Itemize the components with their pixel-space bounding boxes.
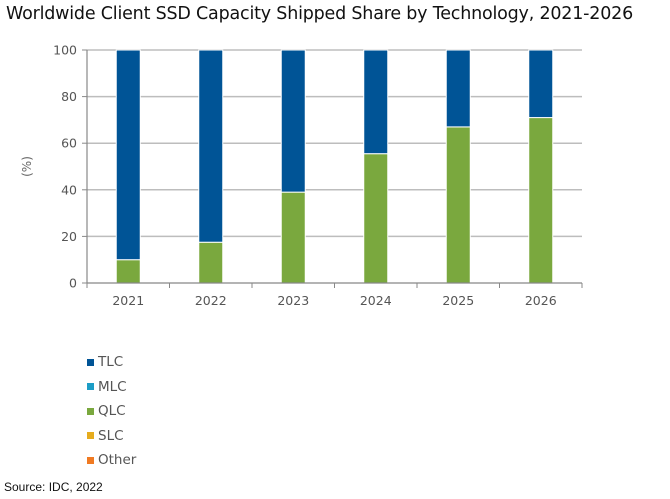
chart-title: Worldwide Client SSD Capacity Shipped Sh… [6,4,634,24]
legend-swatch [87,358,94,366]
legend-item-slc: SLC [87,424,136,449]
bar-tlc-2023 [280,49,306,193]
y-tick-label: 0 [69,276,77,291]
x-tick-label: 2024 [360,293,392,308]
legend-swatch [87,383,94,391]
source-note: Source: IDC, 2022 [4,480,103,494]
bar-qlc-2023 [280,191,306,284]
bar-tlc-2022 [198,49,224,243]
x-tick-label: 2022 [195,293,227,308]
legend-item-mlc: MLC [87,375,136,400]
legend-label: QLC [98,403,126,420]
y-tick-label: 60 [61,136,77,151]
legend-item-tlc: TLC [87,350,136,375]
bar-qlc-2025 [445,126,471,284]
legend-swatch [87,456,94,464]
chart-plot: 0 20 40 60 80 100 (%) 2021 2022 2023 2024 2025 2026 [20,43,583,308]
x-tick-label: 2023 [277,293,309,308]
x-tick-label: 2021 [112,293,144,308]
y-axis-title: (%) [20,156,34,177]
legend-label: MLC [98,378,127,395]
bar-tlc-2021 [115,49,141,261]
y-tick-label: 20 [61,229,77,244]
bar-qlc-2024 [363,153,389,284]
legend-label: Other [98,452,137,469]
bar-qlc-2022 [198,241,224,284]
legend-item-qlc: QLC [87,399,136,424]
legend: TLC MLC QLC SLC Other [87,350,136,473]
y-tick-label: 100 [53,43,77,58]
bar-qlc-2021 [115,259,141,284]
bar-qlc-2026 [528,117,554,284]
legend-item-other: Other [87,448,136,473]
x-tick-label: 2025 [442,293,474,308]
y-tick-label: 80 [61,89,77,104]
bar-tlc-2024 [363,49,389,155]
legend-swatch [87,432,94,440]
y-tick-label: 40 [61,182,77,197]
bar-tlc-2025 [445,49,471,128]
bar-tlc-2026 [528,49,554,119]
x-tick-label: 2026 [525,293,557,308]
legend-label: SLC [98,427,124,444]
legend-swatch [87,407,94,415]
legend-label: TLC [98,354,124,371]
